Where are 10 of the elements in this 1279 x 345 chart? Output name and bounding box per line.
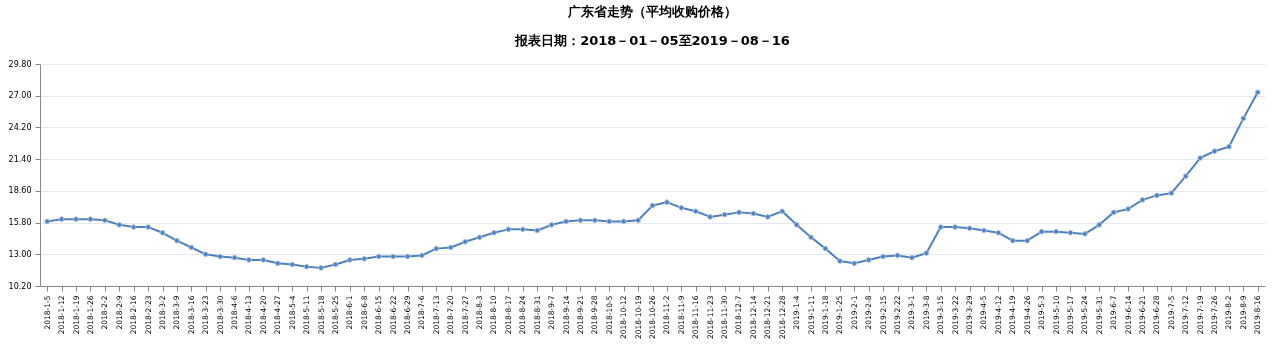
y-tick-label: 29.80 [8,59,32,69]
y-tick-label: 21.40 [8,154,32,164]
y-tick-label: 13.00 [8,249,32,259]
chart-subtitle: 报表日期：2018－01－05至2019－08－16 [514,33,790,48]
y-tick-label: 15.80 [8,218,32,228]
y-tick-label: 10.20 [8,281,32,291]
y-tick-label: 18.60 [8,186,32,196]
y-tick-label: 27.00 [8,91,32,101]
y-tick-label: 24.20 [8,122,32,132]
chart-title: 广东省走势（平均收购价格） [567,4,737,19]
